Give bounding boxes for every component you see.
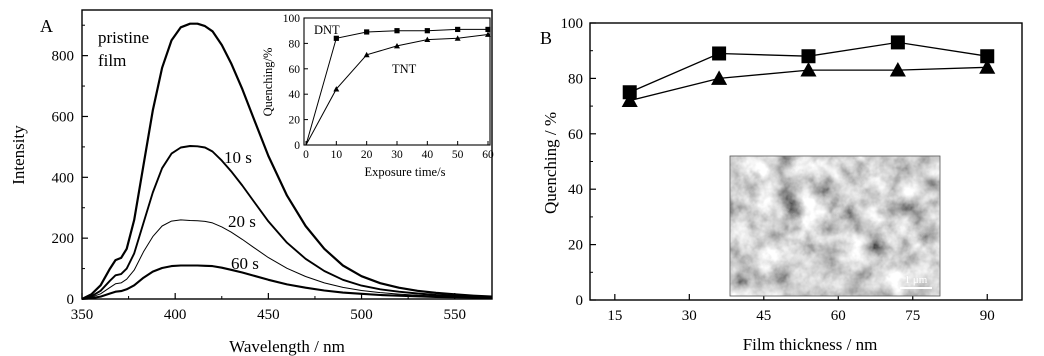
chart-b: B 15 30 45 60 75 90 0 20 40 60 80 100 Film thickne… — [540, 16, 1023, 354]
inset-point-TNT — [333, 86, 340, 92]
inset-x-tick-label: 40 — [422, 149, 434, 161]
y-tick-label: 0 — [67, 292, 75, 308]
x-tick-label: 550 — [443, 307, 466, 323]
b-point-triangle — [800, 62, 817, 77]
b-point-square — [801, 49, 816, 64]
b-x-tick-label: 90 — [980, 308, 995, 324]
inset-legend-tnt: TNT — [392, 62, 417, 76]
b-point-triangle — [621, 92, 638, 107]
b-y-tick-label: 80 — [568, 71, 583, 87]
annotation-pristine: pristine — [98, 28, 149, 47]
inset-y-tick-label: 40 — [289, 89, 301, 101]
inset-ylabel: Quenching/% — [261, 48, 275, 117]
b-point-square — [712, 46, 727, 61]
series-line-pristine-film — [81, 22, 493, 300]
inset-y-tick-label: 80 — [289, 38, 301, 50]
inset-point-DNT — [424, 28, 430, 34]
y-tick-label: 200 — [52, 231, 75, 247]
inset-point-TNT — [485, 31, 491, 37]
inset-point-TNT — [424, 36, 431, 42]
inset-x-tick-label: 10 — [331, 149, 343, 161]
x-tick-label: 400 — [164, 307, 187, 323]
inset-series — [305, 26, 491, 146]
chart-a-xlabel: Wavelength / nm — [229, 337, 345, 356]
b-point-square — [980, 49, 995, 64]
chart-a-y-ticks: 0 200 400 600 800 — [52, 24, 88, 308]
chart-a-ylabel: Intensity — [9, 125, 28, 185]
inset-line-TNT — [305, 34, 489, 146]
b-x-tick-label: 45 — [756, 308, 771, 324]
b-y-tick-label: 40 — [568, 182, 583, 198]
b-y-tick-label: 60 — [568, 127, 583, 143]
annotation-film: film — [98, 51, 126, 70]
chart-a-frame — [81, 9, 493, 300]
inset-y-tick-label: 60 — [289, 64, 301, 76]
y-tick-label: 400 — [52, 170, 75, 186]
inset-x-ticks: 0 10 20 30 40 50 60 — [303, 141, 494, 161]
y-tick-label: 600 — [52, 109, 75, 125]
chart-a-panel-label: A — [40, 16, 53, 36]
b-point-triangle — [979, 59, 996, 74]
b-x-tick-label: 60 — [831, 308, 846, 324]
b-y-tick-label: 100 — [561, 16, 584, 32]
inset-y-ticks: 0 20 40 60 80 100 — [283, 13, 308, 152]
inset-y-tick-label: 100 — [283, 13, 301, 25]
x-tick-label: 500 — [350, 307, 373, 323]
inset-xlabel: Exposure time/s — [365, 165, 446, 179]
chart-b-y-ticks: 0 20 40 60 80 100 — [561, 16, 596, 309]
annotation-20s: 20 s — [228, 212, 256, 231]
micrograph-image — [730, 156, 940, 296]
x-tick-label: 450 — [257, 307, 280, 323]
annotation-10s: 10 s — [224, 148, 252, 167]
micrograph-inset: 1 μm — [729, 155, 941, 297]
inset-point-DNT — [394, 28, 400, 34]
scale-bar-label: 1 μm — [905, 274, 928, 286]
inset-x-tick-label: 50 — [452, 149, 464, 161]
inset-frame — [303, 17, 491, 146]
series-line-60-s — [81, 264, 493, 301]
inset-x-tick-label: 60 — [482, 149, 494, 161]
inset-y-tick-label: 20 — [289, 115, 301, 127]
b-point-square — [890, 35, 905, 50]
inset-x-tick-label: 30 — [391, 149, 403, 161]
chart-a-series — [81, 22, 493, 301]
inset-point-DNT — [333, 35, 339, 41]
annotation-60s: 60 s — [231, 254, 259, 273]
inset-point-TNT — [363, 51, 370, 58]
y-tick-label: 800 — [52, 49, 75, 65]
inset-point-TNT — [454, 35, 461, 41]
chart-b-panel-label: B — [540, 28, 552, 48]
inset-x-tick-label: 20 — [361, 149, 373, 161]
b-x-tick-label: 30 — [682, 308, 697, 324]
chart-b-xlabel: Film thickness / nm — [743, 335, 878, 354]
inset-point-DNT — [455, 26, 461, 33]
inset-point-DNT — [364, 29, 370, 35]
b-y-tick-label: 0 — [576, 293, 584, 309]
chart-a-x-ticks: 350 400 450 500 550 — [71, 293, 466, 323]
chart-b-series — [621, 35, 996, 107]
inset-legend-dnt: DNT — [314, 23, 340, 37]
b-y-tick-label: 20 — [568, 238, 583, 254]
series-line-20-s — [81, 219, 493, 300]
b-x-tick-label: 75 — [905, 308, 920, 324]
micrograph-border — [729, 155, 941, 297]
chart-a-inset: 0 10 20 30 40 50 60 0 20 40 60 80 100 Exposure time… — [261, 13, 494, 179]
inset-point-TNT — [394, 42, 400, 49]
b-point-triangle — [889, 62, 906, 77]
inset-y-tick-label: 0 — [294, 140, 300, 152]
b-point-triangle — [711, 70, 728, 85]
b-x-tick-label: 15 — [607, 308, 622, 324]
b-point-square — [622, 85, 637, 100]
chart-b-ylabel: Quenching / % — [541, 112, 560, 214]
inset-point-DNT — [485, 26, 491, 33]
x-tick-label: 350 — [71, 307, 94, 323]
series-line-10-s — [81, 145, 493, 300]
inset-x-tick-label: 0 — [303, 149, 309, 161]
chart-b-x-ticks: 15 30 45 60 75 90 — [607, 294, 995, 324]
